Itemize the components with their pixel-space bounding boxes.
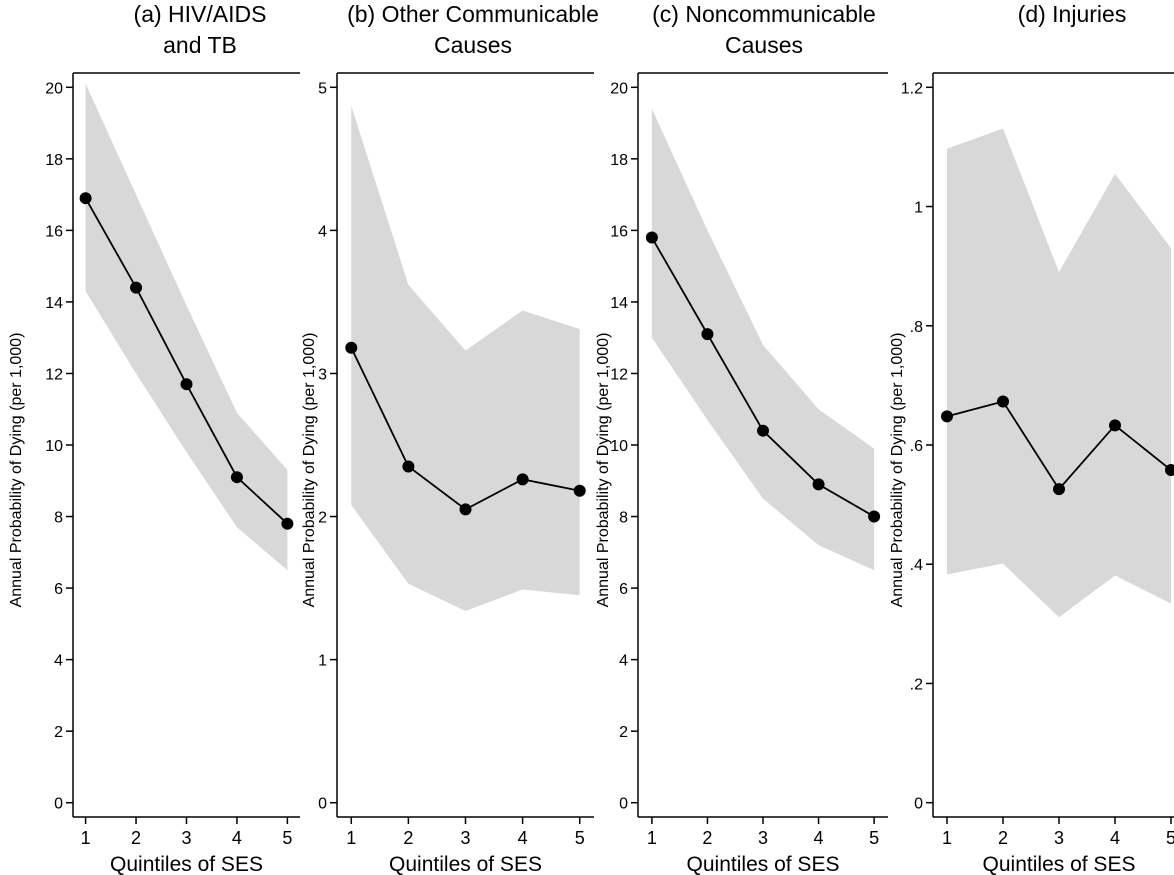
confidence-band	[947, 128, 1171, 617]
y-tick-label: 14	[610, 295, 628, 312]
y-tick-label: 10	[45, 438, 63, 455]
y-tick-label: 1	[914, 200, 923, 217]
y-tick-label: 6	[54, 581, 63, 598]
chart-title: (c) Noncommunicable	[652, 1, 876, 27]
y-tick-label: 3	[318, 366, 327, 383]
x-tick-label: 5	[869, 828, 879, 848]
y-tick-label: 4	[318, 223, 327, 240]
y-tick-label: 18	[610, 152, 628, 169]
chart-title: Causes	[434, 32, 512, 58]
y-tick-label: 8	[619, 510, 628, 527]
x-tick-label: 1	[647, 828, 657, 848]
y-tick-label: 4	[54, 653, 63, 670]
y-tick-label: 16	[45, 223, 63, 240]
x-tick-label: 1	[942, 828, 952, 848]
confidence-band	[86, 84, 288, 570]
x-tick-label: 2	[131, 828, 141, 848]
y-axis-label: Annual Probability of Dying (per 1,000)	[301, 333, 318, 608]
data-point	[460, 503, 472, 515]
data-point	[941, 410, 953, 422]
data-point	[701, 328, 713, 340]
data-point	[345, 342, 357, 354]
data-point	[574, 485, 586, 497]
data-point	[997, 395, 1009, 407]
data-point	[517, 473, 529, 485]
y-tick-label: 2	[619, 724, 628, 741]
y-tick-label: .6	[910, 438, 923, 455]
y-tick-label: .8	[910, 319, 923, 336]
x-tick-label: 2	[702, 828, 712, 848]
data-point	[402, 460, 414, 472]
x-tick-label: 3	[460, 828, 470, 848]
data-point	[181, 378, 193, 390]
confidence-band	[351, 106, 579, 611]
x-tick-label: 4	[1110, 828, 1120, 848]
data-point	[130, 282, 142, 294]
y-tick-label: .2	[910, 676, 923, 693]
data-point	[281, 518, 293, 530]
x-axis-label: Quintiles of SES	[687, 853, 840, 875]
y-tick-label: 2	[54, 724, 63, 741]
chart-panel-2: 0 1 2 3 4 5 1 2 3 4 5 (b) Other Communicable Causes Q…	[301, 1, 599, 875]
x-tick-label: 3	[758, 828, 768, 848]
confidence-band	[652, 109, 874, 570]
y-tick-label: 0	[318, 796, 327, 813]
data-point	[646, 232, 658, 244]
y-tick-label: 12	[610, 366, 628, 383]
x-tick-label: 5	[1166, 828, 1174, 848]
chart-title: Causes	[725, 32, 803, 58]
y-tick-label: 10	[610, 438, 628, 455]
data-point	[868, 511, 880, 523]
y-tick-label: .4	[910, 557, 923, 574]
data-point	[80, 192, 92, 204]
y-tick-label: 1	[318, 653, 327, 670]
y-axis-label: Annual Probability of Dying (per 1,000)	[8, 333, 25, 608]
x-tick-label: 1	[346, 828, 356, 848]
chart-panel-4: 0 .2 .4 .6 .8 1 1.2 1 2 3 4 5 (d) Injuries Quintiles …	[889, 1, 1174, 875]
y-axis-label: Annual Probability of Dying (per 1,000)	[889, 333, 906, 608]
x-tick-label: 3	[1054, 828, 1064, 848]
y-tick-label: 2	[318, 510, 327, 527]
y-tick-label: 8	[54, 510, 63, 527]
y-tick-label: 20	[45, 80, 63, 97]
y-tick-label: 0	[914, 796, 923, 813]
x-axis-label: Quintiles of SES	[110, 853, 263, 875]
chart-title: (a) HIV/AIDS	[134, 1, 267, 27]
y-axis-label: Annual Probability of Dying (per 1,000)	[595, 333, 612, 608]
y-tick-label: 0	[619, 796, 628, 813]
y-tick-label: 18	[45, 152, 63, 169]
y-tick-label: 4	[619, 653, 628, 670]
y-tick-label: 0	[54, 796, 63, 813]
x-tick-label: 2	[403, 828, 413, 848]
data-point	[1109, 419, 1121, 431]
y-tick-label: 16	[610, 223, 628, 240]
chart-title: (d) Injuries	[1018, 1, 1127, 27]
x-tick-label: 2	[998, 828, 1008, 848]
y-tick-label: 12	[45, 366, 63, 383]
y-tick-label: 1.2	[901, 80, 923, 97]
data-point	[1053, 483, 1065, 495]
data-point	[757, 425, 769, 437]
x-tick-label: 4	[814, 828, 824, 848]
data-point	[813, 478, 825, 490]
chart-title: (b) Other Communicable	[347, 1, 599, 27]
x-tick-label: 4	[518, 828, 528, 848]
y-tick-label: 14	[45, 295, 63, 312]
x-axis-label: Quintiles of SES	[983, 853, 1136, 875]
x-tick-label: 1	[81, 828, 91, 848]
y-tick-label: 5	[318, 80, 327, 97]
y-tick-label: 6	[619, 581, 628, 598]
x-axis-label: Quintiles of SES	[389, 853, 542, 875]
x-tick-label: 4	[232, 828, 242, 848]
x-tick-label: 5	[282, 828, 292, 848]
chart-title: and TB	[163, 32, 237, 58]
data-point	[231, 471, 243, 483]
x-tick-label: 3	[181, 828, 191, 848]
y-tick-label: 20	[610, 80, 628, 97]
x-tick-label: 5	[575, 828, 585, 848]
